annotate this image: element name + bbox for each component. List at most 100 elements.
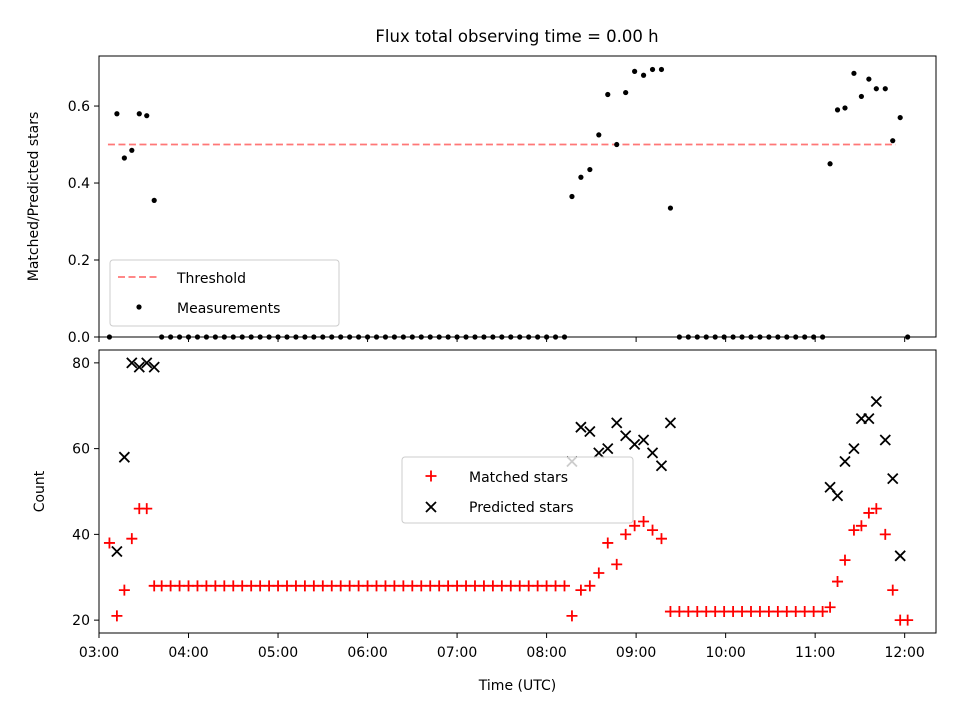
predicted-stars-point: [646, 447, 659, 459]
predicted-stars-point: [887, 472, 899, 485]
measurement-point: [605, 91, 611, 98]
matched-stars-point: [620, 528, 632, 540]
legend-matched-label: Matched stars: [469, 470, 568, 486]
measurement-point: [569, 193, 575, 200]
matched-stars-point: [566, 610, 578, 622]
measurement-point: [632, 68, 638, 74]
predicted-stars-point: [655, 460, 668, 472]
predicted-stars-point: [664, 417, 677, 429]
measurement-point: [897, 114, 903, 121]
matched-stars-point: [839, 554, 851, 566]
matched-stars-point: [870, 503, 882, 515]
matched-stars-point: [902, 614, 914, 626]
legend-predicted-swatch: [425, 501, 437, 513]
measurement-point: [121, 155, 127, 161]
predicted-stars-point: [141, 357, 153, 369]
predicted-stars-point: [848, 442, 860, 455]
y-tick-label: 40: [72, 527, 90, 543]
predicted-stars-point: [863, 412, 875, 425]
x-tick-label: 03:00: [79, 645, 119, 661]
figure-title: Flux total observing time = 0.00 h: [375, 27, 658, 46]
matched-stars-point: [558, 580, 570, 592]
measurement-point: [640, 72, 647, 78]
predicted-stars-point: [584, 425, 596, 438]
measurement-point: [151, 197, 157, 203]
matched-stars-point: [638, 516, 650, 528]
measurement-point: [866, 76, 872, 82]
matched-stars-point: [118, 584, 130, 596]
measurement-point: [834, 107, 841, 113]
matched-stars-point: [848, 524, 860, 536]
x-tick-label: 11:00: [795, 645, 835, 661]
predicted-stars-point: [870, 395, 882, 408]
measurement-point: [129, 147, 135, 153]
predicted-stars-point: [894, 550, 906, 562]
matched-stars-point: [863, 507, 875, 519]
y-tick-label: 60: [72, 442, 90, 458]
ratio-plot-frame: [98, 55, 937, 338]
matched-stars-point: [855, 520, 867, 532]
predicted-stars-point: [620, 430, 632, 442]
count-legend: Matched stars Predicted stars: [401, 456, 634, 524]
matched-stars-point: [141, 503, 153, 515]
measurement-point: [614, 141, 620, 148]
x-axis-label: Time (UTC): [478, 678, 556, 694]
measurement-point: [858, 93, 865, 100]
predicted-stars-point: [637, 434, 650, 446]
x-tick-label: 05:00: [258, 645, 298, 661]
predicted-stars-point: [879, 434, 891, 446]
matched-stars-point: [655, 533, 667, 545]
measurement-point: [658, 66, 665, 73]
matched-stars-point: [593, 567, 605, 579]
matched-stars-point: [647, 524, 659, 536]
measurement-point: [851, 70, 857, 76]
predicted-stars-point: [126, 357, 138, 369]
legend-measurements-label: Measurements: [177, 301, 280, 317]
legend-predicted-label: Predicted stars: [469, 500, 574, 516]
predicted-stars-point: [839, 455, 851, 468]
x-tick-label: 12:00: [884, 645, 924, 661]
x-tick-label: 06:00: [347, 645, 387, 661]
y-tick-label: 0.2: [68, 253, 90, 269]
count-panel: 20 40 60 80 03:00 04:00 05:00 06:00 07:00 08:00 09…: [32, 349, 937, 694]
matched-stars-point: [575, 584, 587, 596]
x-tick-label: 07:00: [437, 645, 477, 661]
legend-matched-swatch: [425, 470, 437, 482]
measurement-point: [882, 86, 888, 92]
predicted-stars-point: [575, 421, 587, 433]
legend-box: [401, 456, 634, 524]
ratio-y-axis-label: Matched/Predicted stars: [26, 112, 42, 282]
measurement-point: [596, 132, 602, 138]
measurement-point: [827, 161, 833, 167]
x-tick-label: 08:00: [526, 645, 566, 661]
x-tick-label: 09:00: [616, 645, 656, 661]
matched-stars-point: [887, 584, 899, 596]
predicted-stars-point: [593, 447, 605, 459]
measurement-point: [587, 166, 593, 173]
matched-stars-point: [817, 606, 829, 618]
predicted-stars-point: [148, 361, 160, 373]
measurement-point: [873, 86, 879, 92]
measurement-point: [144, 113, 150, 119]
measurement-point: [578, 174, 584, 180]
predicted-stars-point: [611, 417, 623, 429]
measurement-point: [114, 111, 120, 117]
matched-stars-point: [824, 601, 836, 613]
matched-stars-point: [832, 576, 844, 588]
ratio-panel: 0.0 0.2 0.4 0.6 Matched/Predicted stars Thres…: [26, 55, 937, 346]
measurement-point: [649, 66, 656, 73]
predicted-stars-point: [133, 361, 145, 373]
matched-stars-point: [103, 537, 115, 549]
predicted-stars-point: [831, 490, 844, 502]
y-tick-label: 20: [72, 613, 90, 629]
y-tick-label: 80: [72, 356, 90, 372]
ratio-legend: Threshold Measurements: [109, 259, 340, 327]
count-y-axis-label: Count: [32, 470, 48, 512]
predicted-stars-point: [628, 438, 641, 450]
matched-stars-point: [629, 520, 641, 532]
y-tick-label: 0.6: [68, 99, 90, 115]
y-tick-label: 0.0: [68, 330, 90, 346]
